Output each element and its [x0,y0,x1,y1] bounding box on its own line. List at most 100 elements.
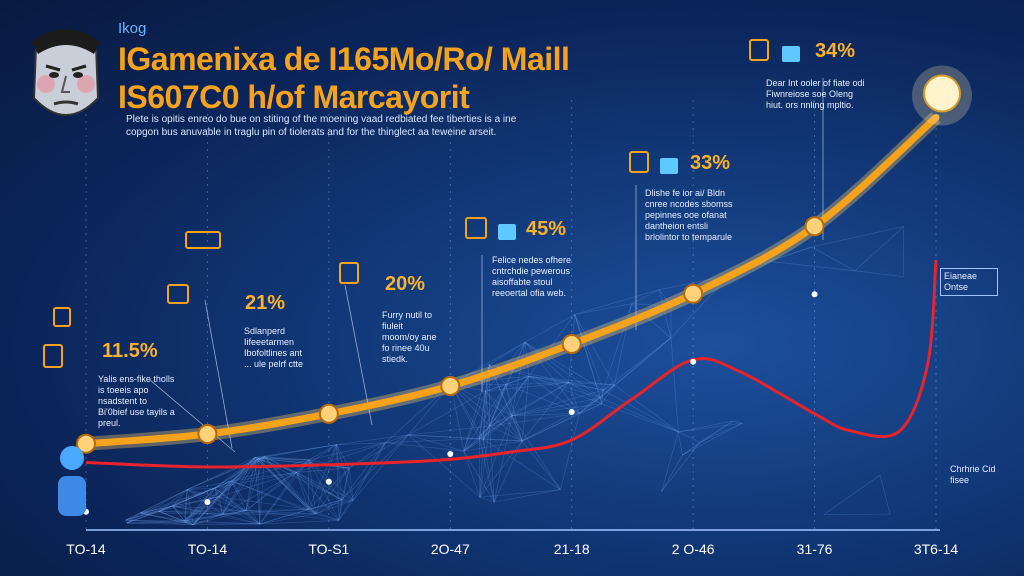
mesh-link [308,499,354,510]
mesh-link [408,434,484,440]
mesh-link [603,389,679,433]
chart-subtitle: Plete is opitis enreo do bue on stiting … [126,114,517,138]
annotation-leader [204,299,233,449]
guide-dot [690,358,697,365]
mesh-link [493,415,513,503]
mesh-link [231,480,316,515]
mesh-link [186,489,220,498]
mesh-link [218,458,259,498]
mesh-link [408,434,464,452]
mesh-link [732,420,743,424]
mesh-link [568,382,604,391]
mesh-link [574,314,604,391]
price-tag-icon [167,284,189,304]
mesh-link [254,457,309,461]
mesh-link [139,512,186,523]
mesh-link [218,496,223,515]
mesh-link [258,458,350,469]
mesh-link [483,391,486,440]
mesh-link [158,511,186,523]
mesh-link [511,397,601,417]
mesh-link [574,314,615,386]
mesh-link [315,499,354,515]
mesh-link [296,472,342,501]
mesh-link [408,434,481,498]
annotation-label: 20% [385,273,426,295]
mesh-link [528,375,569,383]
mesh-link [479,415,513,498]
mesh-link [768,246,812,262]
mesh-link [184,489,188,523]
mesh-link [338,499,343,521]
mesh-link [222,480,232,515]
mesh-link [483,376,530,440]
mesh-link [159,511,223,515]
mesh-link [231,480,247,511]
mesh-link [385,434,409,444]
mesh-link [126,511,160,524]
mesh-link [259,459,310,525]
mesh-link [854,270,904,277]
mesh-link [568,382,615,386]
price-tag-icon [185,231,221,249]
mesh-link [579,384,615,414]
mesh-link [193,513,223,526]
mesh-link [385,438,480,444]
mesh-link [296,442,386,473]
mesh-link [184,513,223,522]
mesh-link [139,489,188,514]
annotation-text: Felice nedes ofhere cntrchdie pewerous a… [492,255,572,298]
mesh-link [528,375,601,399]
mesh-link [126,522,194,526]
mesh-link [682,422,743,456]
mesh-link [479,438,484,440]
mesh-link [479,438,523,442]
mesh-link [254,457,350,469]
mesh-link [489,384,507,427]
mesh-link [192,487,216,525]
document-icon [339,262,359,284]
mesh-link [126,487,215,524]
mesh-link [158,511,185,522]
mesh-link [511,415,561,490]
side-note: Eianeae Ontse [940,268,998,296]
mesh-link [308,459,317,514]
mesh-link [677,431,683,456]
mesh-link [661,442,701,492]
mesh-link [259,519,339,525]
mesh-link [259,499,342,525]
mesh-link [521,376,530,441]
mesh-link [264,456,342,501]
mesh-link [600,384,615,399]
mesh-link [599,397,603,404]
mesh-link [125,512,141,521]
mesh-link [186,458,259,491]
annotation-label: 11.5% [102,340,158,362]
mesh-link [125,519,128,524]
mesh-link [184,520,260,525]
mesh-link [125,519,194,526]
mesh-link [678,422,743,433]
mesh-link [186,457,256,491]
mesh-link [658,289,672,338]
document-icon [749,39,769,61]
mesh-link [308,444,337,461]
mesh-link [172,505,194,525]
data-points [76,65,972,515]
mesh-link [521,382,569,442]
title-line-1: IGamenixa de I165Mo/Ro/ Maill [118,41,570,77]
mesh-link [186,489,247,511]
mesh-link [574,314,603,404]
mesh-link [479,415,513,439]
mesh-link [158,480,232,512]
mesh-link [296,472,317,515]
mesh-link [463,440,523,452]
mesh-link [483,439,495,503]
mesh-link [478,438,495,503]
mesh-link [254,457,261,525]
mesh-link [172,505,260,525]
mesh-link [528,375,615,386]
mesh-link [489,426,495,503]
mesh-link [193,480,232,525]
